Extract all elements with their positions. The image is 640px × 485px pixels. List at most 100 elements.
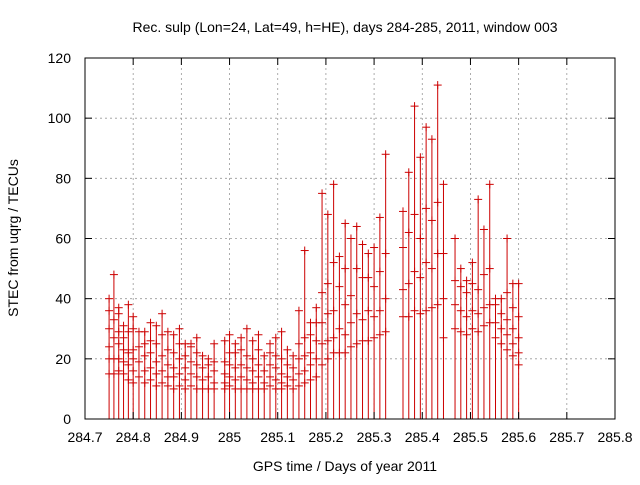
data-column — [175, 324, 184, 419]
data-point — [306, 348, 315, 357]
data-point — [352, 309, 361, 318]
data-point — [381, 294, 390, 303]
data-point — [497, 324, 506, 333]
axis-ticks: 284.7 284.8 284.9 285 285.1 285.2 285.3 285.4 28… — [48, 50, 633, 445]
data-point — [266, 372, 275, 381]
data-point — [266, 360, 275, 369]
data-point — [399, 207, 407, 216]
data-point — [306, 360, 315, 369]
data-point — [283, 360, 292, 369]
data-point — [134, 357, 143, 366]
data-column — [306, 318, 315, 419]
x-axis-label: GPS time / Days of year 2011 — [253, 458, 437, 474]
data-point — [323, 309, 332, 318]
data-point — [109, 333, 118, 342]
data-column — [462, 276, 471, 419]
data-point — [352, 222, 361, 231]
data-point — [175, 381, 184, 390]
data-point — [266, 381, 275, 390]
data-column — [404, 168, 413, 419]
data-point — [134, 342, 143, 351]
x-tick-label: 285.1 — [260, 429, 295, 445]
data-point — [318, 318, 327, 327]
data-point — [271, 333, 280, 342]
data-point — [312, 336, 321, 345]
data-point — [129, 354, 138, 363]
data-column — [158, 309, 167, 419]
data-point — [503, 288, 512, 297]
data-point — [300, 366, 309, 375]
data-point — [404, 228, 413, 237]
data-point — [508, 351, 517, 360]
data-point — [346, 291, 355, 300]
data-point — [358, 240, 367, 249]
data-column — [352, 222, 361, 419]
data-point — [427, 216, 436, 225]
data-point — [294, 381, 303, 390]
data-point — [439, 294, 448, 303]
data-point — [456, 327, 465, 336]
data-point — [237, 345, 246, 354]
y-tick-label: 0 — [63, 411, 71, 427]
x-tick-label: 285.8 — [597, 429, 632, 445]
data-column — [323, 210, 332, 419]
data-column — [381, 150, 390, 419]
data-point — [277, 327, 286, 336]
data-point — [300, 333, 309, 342]
data-column — [422, 123, 431, 419]
data-point — [404, 312, 413, 321]
data-point — [242, 375, 251, 384]
data-column — [266, 339, 275, 419]
data-point — [220, 357, 229, 366]
data-point — [375, 330, 384, 339]
data-series — [105, 81, 523, 419]
data-point — [370, 333, 379, 342]
data-column — [204, 354, 213, 419]
data-point — [289, 351, 298, 360]
data-column — [364, 249, 373, 419]
data-point — [346, 342, 355, 351]
data-point — [474, 195, 483, 204]
data-point — [427, 264, 436, 273]
data-point — [114, 327, 123, 336]
data-point — [210, 357, 219, 366]
data-point — [124, 300, 133, 309]
data-point — [152, 381, 161, 390]
data-point — [352, 264, 361, 273]
data-point — [237, 372, 246, 381]
data-column — [294, 306, 303, 419]
data-point — [225, 360, 234, 369]
data-point — [105, 324, 114, 333]
data-point — [169, 384, 178, 393]
data-column — [370, 243, 379, 419]
data-point — [410, 306, 419, 315]
data-point — [119, 357, 128, 366]
data-point — [266, 339, 275, 348]
data-point — [248, 336, 257, 345]
data-point — [260, 351, 269, 360]
x-tick-label: 285.6 — [501, 429, 536, 445]
data-point — [335, 282, 344, 291]
data-point — [169, 372, 178, 381]
data-point — [422, 258, 431, 267]
data-point — [439, 180, 448, 189]
data-point — [119, 345, 128, 354]
data-point — [158, 351, 167, 360]
data-point — [294, 354, 303, 363]
data-column — [318, 189, 327, 419]
data-point — [422, 306, 431, 315]
data-point — [289, 363, 298, 372]
data-point — [152, 321, 161, 330]
data-column — [485, 180, 494, 419]
data-point — [169, 363, 178, 372]
data-point — [204, 372, 213, 381]
data-point — [514, 312, 523, 321]
data-point — [312, 372, 321, 381]
data-point — [146, 348, 155, 357]
data-point — [323, 336, 332, 345]
y-tick-label: 40 — [55, 291, 71, 307]
data-point — [231, 363, 240, 372]
x-tick-label: 285 — [218, 429, 242, 445]
data-column — [248, 336, 257, 419]
